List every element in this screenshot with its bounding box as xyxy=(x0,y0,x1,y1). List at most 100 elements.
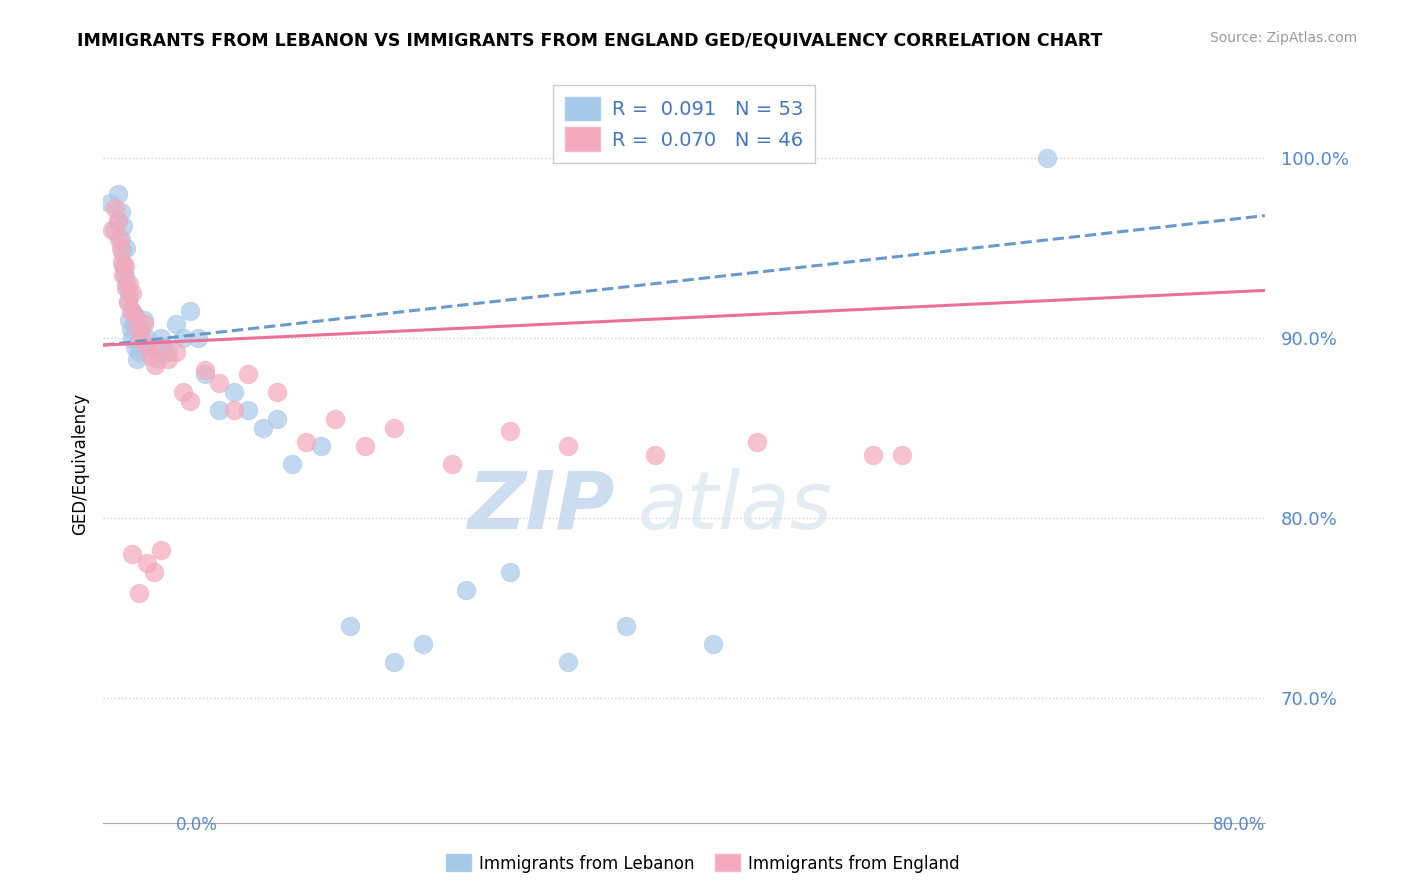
Point xyxy=(238,367,260,381)
Point xyxy=(107,214,129,228)
Point xyxy=(112,259,135,273)
Point xyxy=(121,304,143,318)
Point xyxy=(115,277,138,291)
Point xyxy=(142,565,165,579)
Point xyxy=(157,345,180,359)
Point xyxy=(194,367,217,381)
Point xyxy=(157,352,180,367)
Point xyxy=(124,310,146,324)
Point xyxy=(115,280,138,294)
Text: IMMIGRANTS FROM LEBANON VS IMMIGRANTS FROM ENGLAND GED/EQUIVALENCY CORRELATION C: IMMIGRANTS FROM LEBANON VS IMMIGRANTS FR… xyxy=(77,31,1102,49)
Point xyxy=(139,349,162,363)
Point xyxy=(120,322,142,336)
Point xyxy=(110,232,132,246)
Point xyxy=(150,331,173,345)
Text: atlas: atlas xyxy=(637,468,832,546)
Point xyxy=(186,331,208,345)
Point xyxy=(281,457,304,471)
Point xyxy=(124,310,146,324)
Point xyxy=(117,294,139,309)
Point xyxy=(120,304,142,318)
Point xyxy=(145,358,167,372)
Point xyxy=(499,425,522,439)
Point xyxy=(150,543,173,558)
Point xyxy=(110,205,132,219)
Text: Source: ZipAtlas.com: Source: ZipAtlas.com xyxy=(1209,31,1357,45)
Point xyxy=(165,317,187,331)
Point xyxy=(112,219,135,234)
Point xyxy=(111,255,134,269)
Point xyxy=(325,412,347,426)
Point xyxy=(222,384,245,399)
Text: ZIP: ZIP xyxy=(467,468,614,546)
Y-axis label: GED/Equivalency: GED/Equivalency xyxy=(72,392,89,535)
Text: 80.0%: 80.0% xyxy=(1213,816,1265,834)
Point xyxy=(150,340,173,354)
Point xyxy=(208,376,231,390)
Point xyxy=(266,412,288,426)
Point xyxy=(107,187,129,202)
Point xyxy=(382,421,405,435)
Point xyxy=(266,384,288,399)
Point xyxy=(132,317,155,331)
Point xyxy=(440,457,463,471)
Point xyxy=(1036,151,1059,165)
Point xyxy=(179,393,201,408)
Point xyxy=(499,565,522,579)
Point xyxy=(353,439,375,453)
Point xyxy=(172,384,194,399)
Point xyxy=(165,345,187,359)
Point xyxy=(309,439,332,453)
Point xyxy=(890,448,912,462)
Legend: Immigrants from Lebanon, Immigrants from England: Immigrants from Lebanon, Immigrants from… xyxy=(440,847,966,880)
Point xyxy=(194,363,217,377)
Point xyxy=(557,439,579,453)
Point xyxy=(104,223,127,237)
Point xyxy=(862,448,884,462)
Point xyxy=(118,285,141,300)
Point xyxy=(382,655,405,669)
Point xyxy=(121,285,143,300)
Point xyxy=(222,402,245,417)
Point xyxy=(644,448,666,462)
Point xyxy=(118,313,141,327)
Point xyxy=(132,313,155,327)
Point xyxy=(101,223,124,237)
Point xyxy=(412,637,434,651)
Point xyxy=(702,637,724,651)
Point xyxy=(118,277,141,291)
Point xyxy=(114,268,136,282)
Point xyxy=(252,421,274,435)
Point xyxy=(456,582,478,597)
Point xyxy=(148,352,170,367)
Point xyxy=(135,340,157,354)
Point xyxy=(104,202,127,216)
Point xyxy=(127,322,149,336)
Point xyxy=(111,244,134,259)
Point xyxy=(129,322,152,336)
Point xyxy=(138,340,160,354)
Point xyxy=(124,340,146,354)
Point xyxy=(208,402,231,417)
Point xyxy=(153,340,176,354)
Point xyxy=(614,618,637,632)
Point xyxy=(745,435,768,450)
Point xyxy=(128,586,150,600)
Legend: R =  0.091   N = 53, R =  0.070   N = 46: R = 0.091 N = 53, R = 0.070 N = 46 xyxy=(554,85,814,162)
Point xyxy=(557,655,579,669)
Point xyxy=(114,259,136,273)
Point xyxy=(295,435,318,450)
Point xyxy=(121,547,143,561)
Point xyxy=(110,241,132,255)
Point xyxy=(135,331,157,345)
Point xyxy=(107,214,129,228)
Point xyxy=(129,331,152,345)
Point xyxy=(117,294,139,309)
Point xyxy=(128,345,150,359)
Point xyxy=(135,556,157,570)
Point xyxy=(122,317,145,331)
Point xyxy=(100,196,122,211)
Point xyxy=(121,331,143,345)
Text: 0.0%: 0.0% xyxy=(176,816,218,834)
Point xyxy=(238,402,260,417)
